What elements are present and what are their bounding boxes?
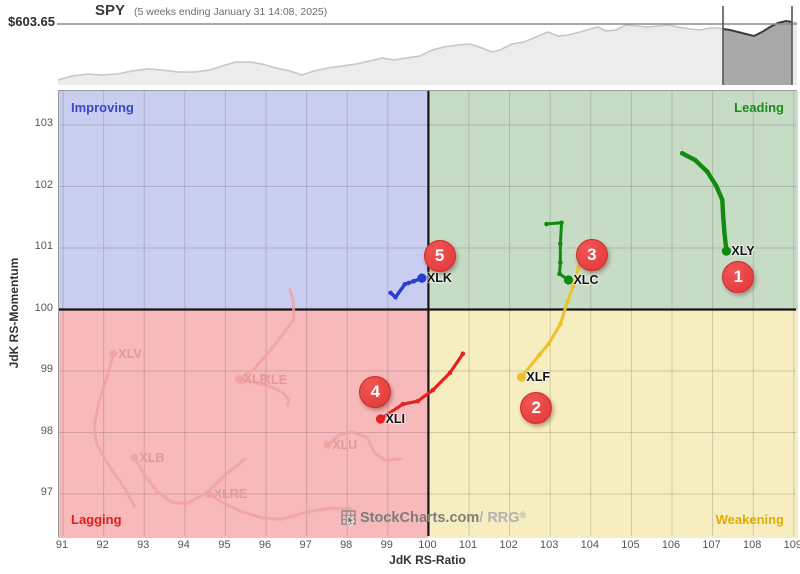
symbol-label-XLB[interactable]: XLB: [139, 450, 165, 465]
stockcharts-logo-icon: [341, 510, 356, 526]
quadrant-improving: [59, 91, 429, 310]
symbol-dot-XLI[interactable]: [375, 414, 386, 424]
symbol-dot-XLC[interactable]: [563, 275, 574, 285]
symbol-label-XLF[interactable]: XLF: [526, 370, 550, 385]
rank-badge-4: 4: [359, 376, 392, 409]
quadrant-label-lagging: Lagging: [71, 512, 122, 527]
symbol-dot-XLY[interactable]: [721, 246, 732, 256]
x-tick-label-104: 104: [580, 539, 599, 551]
rank-badge-2: 2: [520, 392, 553, 425]
symbol-dot-XLB[interactable]: [130, 453, 139, 462]
quadrant-label-weakening: Weakening: [715, 512, 784, 527]
x-tick-label-102: 102: [499, 539, 518, 551]
x-tick-label-92: 92: [96, 539, 109, 551]
symbol-dot-XLU[interactable]: [323, 440, 332, 449]
spy-price-label: $603.65: [8, 14, 55, 29]
y-tick-label-103: 103: [34, 117, 53, 129]
x-tick-label-95: 95: [218, 539, 231, 551]
x-tick-label-103: 103: [540, 539, 559, 551]
tail-XLRE: [207, 492, 352, 521]
x-tick-label-98: 98: [340, 539, 353, 551]
rank-badge-5: 5: [423, 239, 456, 272]
x-tick-label-96: 96: [258, 539, 272, 551]
quadrant-lagging: [59, 309, 429, 538]
tail-XLV: [92, 352, 136, 508]
y-tick-label-101: 101: [34, 240, 53, 252]
x-tick-label-108: 108: [743, 539, 762, 551]
symbol-dot-XLV[interactable]: [109, 349, 118, 358]
x-tick-label-105: 105: [621, 539, 640, 551]
x-tick-label-97: 97: [299, 539, 312, 551]
symbol-label-XLK[interactable]: XLK: [426, 271, 452, 286]
y-tick-label-99: 99: [40, 363, 53, 375]
symbol-dot-XLRE[interactable]: [204, 490, 213, 498]
quadrant-weakening: [428, 309, 798, 538]
y-tick-label-97: 97: [40, 486, 53, 498]
watermark-rrg: / RRG: [479, 510, 520, 526]
watermark-brand: StockCharts.com: [360, 510, 480, 526]
symbol-label-XLP[interactable]: XLP: [243, 371, 269, 386]
x-tick-label-100: 100: [418, 539, 437, 551]
rrg-plot-area: Improving Leading Lagging Weakening XLV XLB XL…: [58, 90, 798, 538]
tail-XLB: [132, 456, 247, 506]
symbol-label-XLC[interactable]: XLC: [573, 272, 599, 287]
tail-XLP: [237, 288, 296, 381]
tail-XLY: [679, 151, 729, 254]
stockcharts-watermark: StockCharts.com / RRG ®: [341, 510, 526, 526]
benchmark-subtitle: (5 weeks ending January 31 14:08, 2025): [134, 6, 328, 18]
symbol-label-XLRE[interactable]: XLRE: [213, 487, 248, 501]
x-tick-label-107: 107: [702, 539, 721, 551]
x-tick-label-109: 109: [783, 539, 800, 551]
spy-price-sparkline: [57, 6, 798, 85]
y-tick-label-98: 98: [40, 424, 53, 437]
x-tick-label-101: 101: [458, 539, 478, 551]
x-tick-label-94: 94: [177, 539, 190, 551]
rrg-plot-svg: [59, 91, 796, 536]
symbol-dot-XLK[interactable]: [417, 273, 427, 283]
watermark-registered: ®: [519, 510, 527, 520]
tail-XLU: [325, 430, 403, 462]
symbol-dot-XLE[interactable]: [237, 376, 246, 385]
tail-XLI: [378, 352, 465, 421]
x-axis-title: JdK RS-Ratio: [389, 553, 466, 567]
spy-symbol-title: SPY: [95, 2, 126, 19]
tail-XLK: [388, 276, 424, 299]
quadrant-label-leading: Leading: [734, 100, 784, 115]
symbol-label-XLY[interactable]: XLY: [731, 244, 755, 259]
x-tick-label-99: 99: [380, 539, 393, 551]
symbol-label-XLV[interactable]: XLV: [118, 346, 142, 361]
rank-badge-1: 1: [722, 261, 755, 294]
x-tick-label-106: 106: [661, 539, 681, 551]
x-tick-label-93: 93: [137, 539, 150, 551]
y-tick-label-100: 100: [34, 301, 53, 314]
symbol-label-XLU[interactable]: XLU: [332, 437, 358, 452]
symbol-label-XLE[interactable]: XLE: [262, 373, 287, 388]
quadrant-label-improving: Improving: [71, 100, 134, 115]
y-tick-label-102: 102: [34, 178, 53, 191]
symbol-dot-XLF[interactable]: [516, 372, 526, 382]
rank-badge-3: 3: [575, 239, 608, 272]
tail-XLE: [240, 378, 291, 407]
symbol-label-XLI[interactable]: XLI: [385, 411, 405, 426]
x-tick-label-91: 91: [55, 539, 69, 551]
